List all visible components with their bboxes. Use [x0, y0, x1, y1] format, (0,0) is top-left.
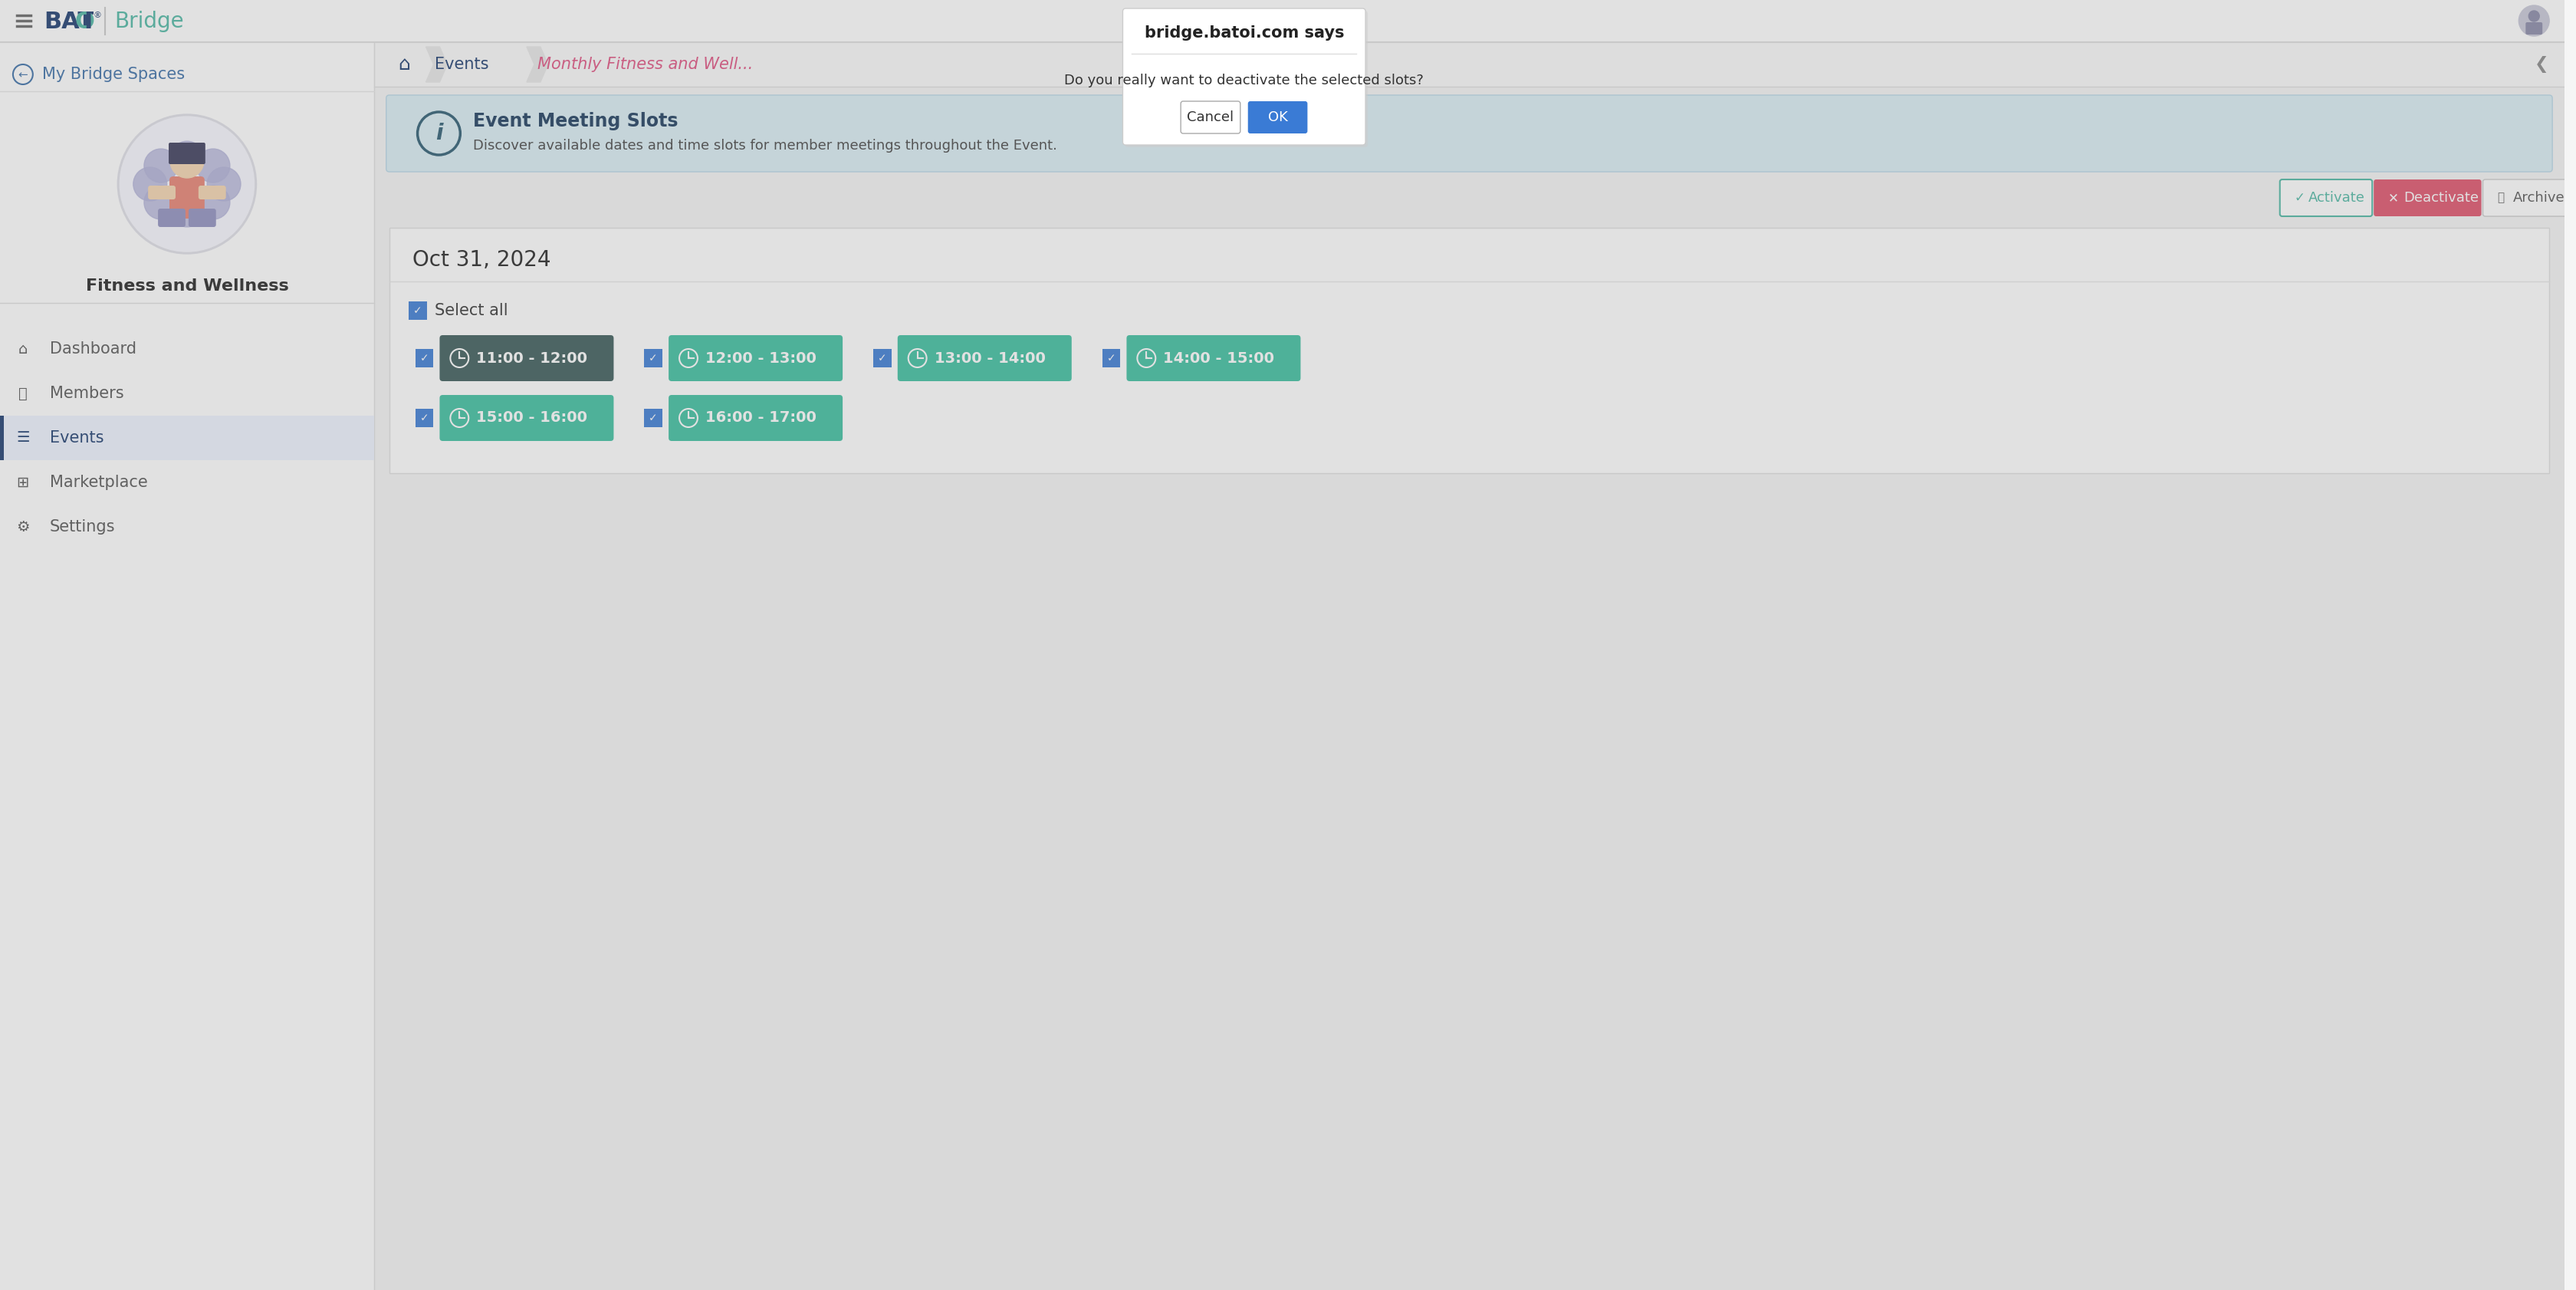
Text: Archive: Archive	[2512, 191, 2566, 205]
Text: ✓: ✓	[2295, 191, 2306, 205]
FancyBboxPatch shape	[670, 335, 842, 381]
FancyBboxPatch shape	[167, 143, 206, 164]
Text: Settings: Settings	[49, 519, 116, 534]
Text: 14:00 - 15:00: 14:00 - 15:00	[1164, 351, 1275, 365]
Text: ☰: ☰	[15, 431, 28, 445]
Circle shape	[196, 148, 229, 183]
Text: Marketplace: Marketplace	[49, 475, 147, 490]
Text: ⌂: ⌂	[18, 342, 28, 356]
Text: O: O	[75, 10, 95, 32]
Text: ←: ←	[18, 70, 28, 81]
FancyBboxPatch shape	[2524, 22, 2543, 35]
FancyBboxPatch shape	[2280, 179, 2372, 217]
Text: Dashboard: Dashboard	[49, 342, 137, 356]
FancyBboxPatch shape	[389, 228, 2550, 473]
Text: Bridge: Bridge	[113, 10, 183, 32]
Text: 15:00 - 16:00: 15:00 - 16:00	[477, 410, 587, 426]
Text: 👤: 👤	[18, 386, 28, 401]
Text: ®: ®	[93, 12, 100, 19]
Text: I: I	[85, 10, 93, 32]
Circle shape	[170, 141, 204, 175]
FancyBboxPatch shape	[386, 95, 2553, 172]
FancyBboxPatch shape	[1103, 350, 1121, 368]
FancyBboxPatch shape	[188, 209, 216, 227]
Text: ✕: ✕	[2388, 191, 2398, 205]
Circle shape	[144, 186, 178, 219]
Text: BAT: BAT	[44, 10, 95, 32]
Text: 🗑: 🗑	[2496, 192, 2504, 204]
FancyBboxPatch shape	[157, 209, 185, 227]
FancyBboxPatch shape	[1126, 335, 1301, 381]
Circle shape	[118, 115, 258, 254]
FancyBboxPatch shape	[147, 186, 175, 200]
FancyBboxPatch shape	[198, 186, 227, 200]
Text: Fitness and Wellness: Fitness and Wellness	[85, 279, 289, 294]
FancyBboxPatch shape	[0, 415, 3, 461]
FancyBboxPatch shape	[1180, 101, 1239, 133]
FancyBboxPatch shape	[0, 43, 374, 1290]
Text: ✓: ✓	[649, 352, 657, 364]
FancyBboxPatch shape	[644, 350, 662, 368]
Text: 13:00 - 14:00: 13:00 - 14:00	[935, 351, 1046, 365]
Text: Do you really want to deactivate the selected slots?: Do you really want to deactivate the sel…	[1064, 74, 1425, 88]
Text: 12:00 - 13:00: 12:00 - 13:00	[706, 351, 817, 365]
Circle shape	[2530, 10, 2540, 22]
Text: bridge.batoi.com says: bridge.batoi.com says	[1144, 26, 1345, 41]
Text: OK: OK	[1267, 111, 1288, 124]
Text: Monthly Fitness and Well...: Monthly Fitness and Well...	[538, 57, 752, 72]
Text: ✓: ✓	[412, 306, 422, 316]
FancyBboxPatch shape	[1123, 9, 1365, 144]
Text: ✓: ✓	[420, 352, 428, 364]
FancyBboxPatch shape	[2372, 179, 2481, 217]
Circle shape	[170, 194, 204, 227]
Text: Deactivate: Deactivate	[2403, 191, 2478, 205]
FancyBboxPatch shape	[0, 415, 374, 461]
Text: ✓: ✓	[1108, 352, 1115, 364]
Text: ✓: ✓	[878, 352, 886, 364]
Polygon shape	[526, 46, 549, 83]
Text: 11:00 - 12:00: 11:00 - 12:00	[477, 351, 587, 365]
Text: Events: Events	[435, 57, 489, 72]
Circle shape	[121, 116, 255, 252]
FancyBboxPatch shape	[0, 0, 2566, 43]
Text: Oct 31, 2024: Oct 31, 2024	[412, 249, 551, 271]
FancyBboxPatch shape	[670, 395, 842, 441]
Circle shape	[170, 144, 204, 178]
Circle shape	[144, 148, 178, 183]
FancyBboxPatch shape	[440, 395, 613, 441]
Circle shape	[2519, 5, 2550, 36]
Text: Activate: Activate	[2308, 191, 2365, 205]
FancyBboxPatch shape	[170, 177, 204, 218]
Text: ⚙: ⚙	[15, 520, 28, 534]
FancyBboxPatch shape	[2483, 179, 2571, 217]
FancyBboxPatch shape	[440, 335, 613, 381]
Text: ✓: ✓	[420, 413, 428, 423]
Text: Cancel: Cancel	[1188, 111, 1234, 124]
Text: ⊞: ⊞	[15, 475, 28, 490]
Polygon shape	[425, 46, 448, 83]
Circle shape	[134, 168, 167, 201]
FancyBboxPatch shape	[1247, 101, 1309, 133]
FancyBboxPatch shape	[896, 335, 1072, 381]
FancyBboxPatch shape	[644, 409, 662, 427]
Text: ❮: ❮	[2535, 55, 2548, 72]
Text: Members: Members	[49, 386, 124, 401]
Text: ⌂: ⌂	[399, 55, 410, 74]
FancyBboxPatch shape	[410, 302, 428, 320]
FancyBboxPatch shape	[374, 43, 2566, 86]
FancyBboxPatch shape	[1126, 10, 1368, 147]
Text: Events: Events	[49, 431, 103, 445]
Text: Discover available dates and time slots for member meetings throughout the Event: Discover available dates and time slots …	[474, 139, 1056, 152]
Text: 16:00 - 17:00: 16:00 - 17:00	[706, 410, 817, 426]
FancyBboxPatch shape	[873, 350, 891, 368]
Text: Select all: Select all	[435, 303, 507, 319]
Text: ✓: ✓	[649, 413, 657, 423]
Circle shape	[196, 186, 229, 219]
FancyBboxPatch shape	[415, 350, 433, 368]
Text: My Bridge Spaces: My Bridge Spaces	[41, 67, 185, 83]
Circle shape	[206, 168, 240, 201]
Text: i: i	[435, 123, 443, 144]
FancyBboxPatch shape	[415, 409, 433, 427]
Text: Event Meeting Slots: Event Meeting Slots	[474, 112, 677, 130]
